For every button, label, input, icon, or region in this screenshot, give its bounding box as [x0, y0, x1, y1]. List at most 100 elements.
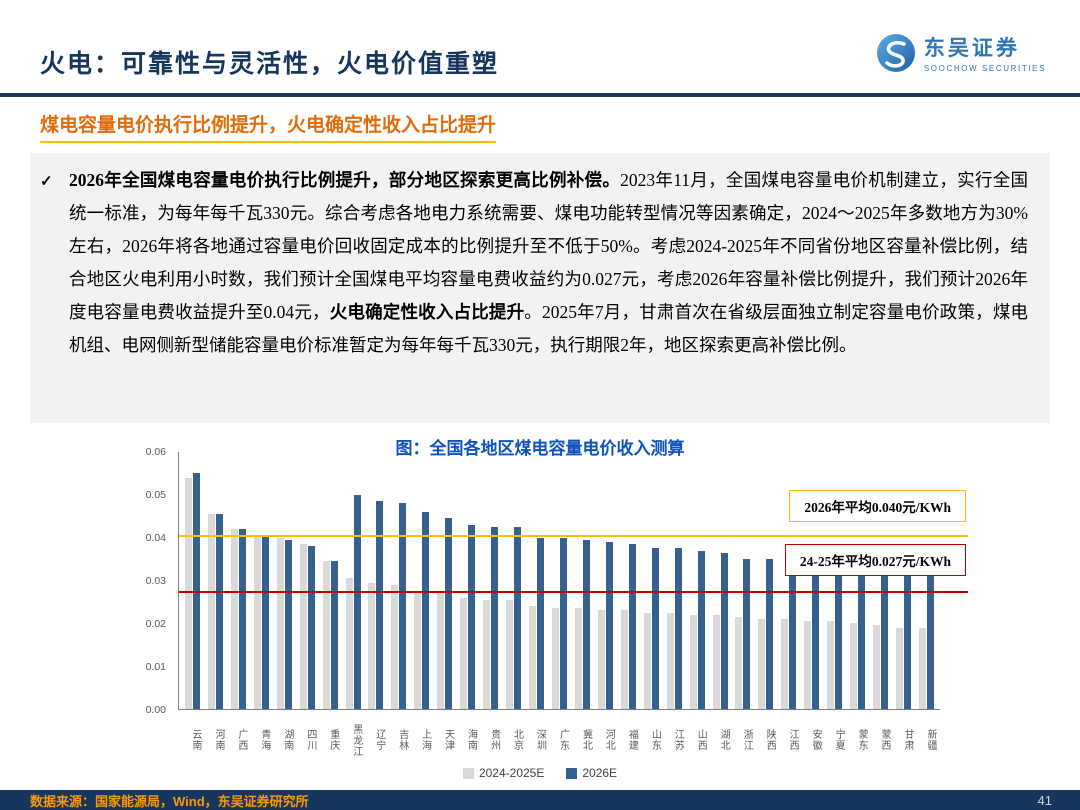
bar-group [250, 452, 273, 709]
header-divider [0, 93, 1080, 97]
bar-group [319, 452, 342, 709]
x-axis-label: 海南 [465, 729, 477, 751]
bar-group [342, 452, 365, 709]
plot-area: 2026年平均0.040元/KWh 24-25年平均0.027元/KWh [178, 452, 968, 710]
x-axis-labels: 云南 河南 广西 青海 湖南 四川 重庆 黑龙江 辽宁 吉林 上海 天津 海南 贵州 北京 深圳 广东 冀北 河北福… [178, 716, 940, 764]
x-axis-label: 山东 [649, 729, 661, 751]
bar-2024-2025E [896, 627, 904, 709]
x-axis-label: 湖南 [281, 729, 293, 751]
x-axis-label: 河南 [212, 729, 224, 751]
legend-item: 2024-2025E [462, 766, 544, 780]
bar-group [663, 452, 686, 709]
bar-2026E [284, 539, 292, 709]
bar-2024-2025E [276, 537, 284, 709]
bar-2024-2025E [689, 614, 697, 709]
bar-2024-2025E [437, 593, 445, 709]
bar-group [387, 452, 410, 709]
capacity-price-chart: 图：全国各地区煤电容量电价收入测算 0.06 0.05 0.04 0.03 0.02 0.… [30, 432, 1050, 782]
bar-group [479, 452, 502, 709]
chart-legend: 2024-2025E 2026E [30, 766, 1050, 780]
chart-title: 图：全国各地区煤电容量电价收入测算 [395, 439, 685, 458]
bar-2026E [307, 546, 315, 709]
bar-group [273, 452, 296, 709]
bar-group [525, 452, 548, 709]
y-axis-tick: 0.04 [145, 532, 166, 544]
bar-2026E [812, 563, 820, 709]
legend-swatch [566, 767, 578, 779]
x-axis-label: 安徽 [810, 729, 822, 751]
bar-2024-2025E [735, 616, 743, 709]
bar-2024-2025E [184, 477, 192, 709]
x-axis-label: 云南 [189, 729, 201, 751]
bar-group [823, 452, 846, 709]
x-axis-label: 福建 [626, 729, 638, 751]
bar-2024-2025E [391, 584, 399, 709]
bar-2024-2025E [850, 623, 858, 709]
annotation-2425-average: 24-25年平均0.027元/KWh [784, 544, 966, 576]
x-axis-label: 陕西 [764, 729, 776, 751]
bar-group [869, 452, 892, 709]
x-axis-label: 北京 [511, 729, 523, 751]
bar-2024-2025E [781, 619, 789, 709]
bar-group [892, 452, 915, 709]
bar-group [732, 452, 755, 709]
bar-group [365, 452, 388, 709]
reference-line [179, 535, 968, 537]
bar-group [456, 452, 479, 709]
logo-name-cn: 东吴证券 [923, 37, 1020, 60]
body-segment: 。2025年7月，甘肃首次在省级层面独立制定容量电价政策，煤电机组、电网侧新型储… [69, 302, 1029, 355]
bar-2026E [353, 494, 361, 709]
bar-2026E [766, 559, 774, 709]
y-axis-tick: 0.02 [145, 618, 166, 630]
bar-2024-2025E [506, 599, 514, 709]
bar-2024-2025E [368, 582, 376, 709]
bar-2026E [238, 529, 246, 709]
bar-2024-2025E [551, 608, 559, 709]
bars-container [179, 452, 940, 709]
bar-2024-2025E [827, 621, 835, 709]
bar-2026E [605, 541, 613, 709]
body-segment-bold: 火电确定性收入占比提升 [329, 302, 525, 322]
bar-group [594, 452, 617, 709]
bar-2024-2025E [918, 627, 926, 709]
bar-group [846, 452, 869, 709]
bar-2026E [582, 539, 590, 709]
bar-group [800, 452, 823, 709]
bar-2026E [215, 514, 223, 709]
page-number: 41 [1037, 792, 1052, 808]
x-axis-label: 新疆 [924, 729, 936, 751]
bar-group [227, 452, 250, 709]
bar-2026E [674, 548, 682, 709]
bar-group [777, 452, 800, 709]
legend-label: 2026E [582, 766, 618, 780]
data-source: 数据来源：国家能源局，Wind，东吴证券研究所 [30, 793, 309, 809]
bar-2024-2025E [230, 529, 238, 709]
bar-2024-2025E [483, 599, 491, 709]
bar-group [433, 452, 456, 709]
bar-2024-2025E [299, 544, 307, 709]
x-axis-label: 广东 [557, 729, 569, 751]
bar-2026E [537, 537, 545, 709]
brand-logo: 东吴证券 SOOCHOW SECURITIES [876, 32, 1046, 73]
bar-2024-2025E [804, 621, 812, 709]
legend-item: 2026E [566, 766, 617, 780]
bar-group [571, 452, 594, 709]
logo-text: 东吴证券 SOOCHOW SECURITIES [924, 32, 1046, 73]
y-axis-tick: 0.00 [145, 704, 166, 716]
x-axis-label: 重庆 [327, 729, 339, 751]
bar-2026E [468, 524, 476, 709]
bar-2026E [720, 552, 728, 709]
body-segment: 2023年11月，全国煤电容量电价机制建立，实行全国统一标准，为每年每千瓦330… [69, 170, 1029, 322]
x-axis-label: 深圳 [534, 729, 546, 751]
bar-2024-2025E [758, 619, 766, 709]
bar-group [709, 452, 732, 709]
bar-2024-2025E [666, 612, 674, 709]
body-paragraph: 2026年全国煤电容量电价执行比例提升，部分地区探索更高比例补偿。2023年11… [69, 164, 1028, 413]
bar-2026E [376, 501, 384, 709]
x-axis-label: 蒙西 [879, 729, 891, 751]
bar-2026E [192, 473, 200, 709]
footer-bar: 数据来源：国家能源局，Wind，东吴证券研究所 41 [0, 790, 1080, 810]
bar-2026E [926, 571, 934, 709]
x-axis-label: 上海 [419, 729, 431, 751]
